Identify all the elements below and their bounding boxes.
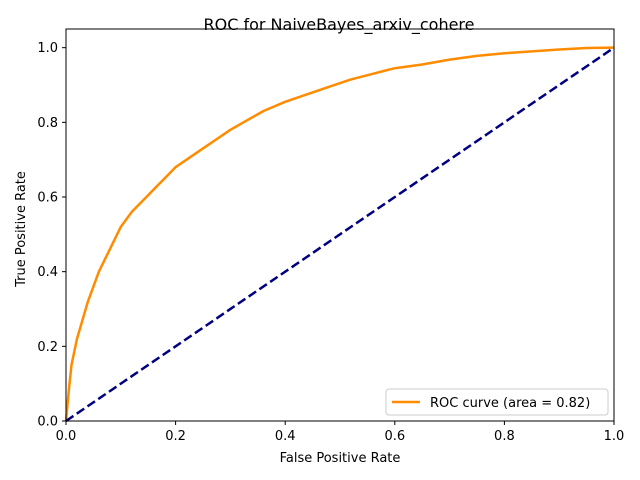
x-axis-label: False Positive Rate — [280, 451, 401, 466]
y-axis-label: True Positive Rate — [14, 171, 29, 288]
chance-diagonal-line — [65, 46, 615, 423]
legend: ROC curve (area = 0.82) — [385, 388, 609, 416]
x-tick-label: 0.6 — [384, 429, 405, 444]
y-tick-label: 0.4 — [37, 265, 58, 280]
x-tick-label: 0.4 — [275, 429, 296, 444]
y-tick-label: 0.8 — [37, 116, 58, 131]
x-tick-label: 1.0 — [604, 429, 625, 444]
y-tick-label: 0.0 — [37, 415, 58, 430]
legend-entry-roc-curve: ROC curve (area = 0.82) — [430, 396, 590, 411]
y-tick-label: 0.6 — [37, 191, 58, 206]
series-layer — [64, 46, 615, 423]
chart-title: ROC for NaiveBayes_arxiv_cohere — [204, 15, 475, 35]
y-axis-ticks: 0.0 0.2 0.4 0.6 0.8 1.0 — [37, 41, 66, 430]
x-tick-label: 0.2 — [165, 429, 186, 444]
y-tick-label: 1.0 — [37, 41, 58, 56]
axes-frame — [65, 28, 615, 422]
x-axis-ticks: 0.0 0.2 0.4 0.6 0.8 1.0 — [56, 421, 625, 444]
roc-curve-line — [64, 46, 615, 422]
legend-box — [385, 388, 609, 416]
y-tick-label: 0.2 — [37, 340, 58, 355]
plot-area — [64, 28, 615, 423]
x-tick-label: 0.8 — [494, 429, 515, 444]
x-tick-label: 0.0 — [56, 429, 77, 444]
